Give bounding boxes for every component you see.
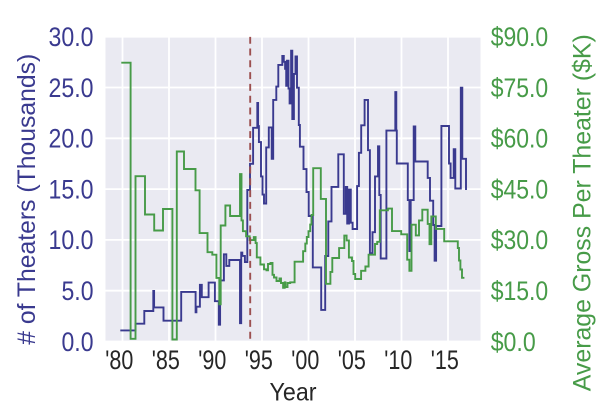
svg-text:'80: '80	[105, 345, 133, 375]
svg-text:$60.0: $60.0	[491, 124, 549, 154]
svg-text:$75.0: $75.0	[491, 73, 549, 103]
svg-text:$90.0: $90.0	[491, 22, 549, 52]
svg-text:'15: '15	[431, 345, 459, 375]
svg-text:'90: '90	[198, 345, 226, 375]
svg-text:$15.0: $15.0	[491, 276, 549, 306]
svg-text:30.0: 30.0	[49, 22, 94, 52]
svg-text:'00: '00	[291, 345, 319, 375]
svg-text:15.0: 15.0	[49, 174, 94, 204]
svg-text:$0.0: $0.0	[491, 327, 536, 357]
svg-text:'05: '05	[338, 345, 366, 375]
svg-text:'10: '10	[384, 345, 412, 375]
svg-text:Average Gross Per Theater ($K): Average Gross Per Theater ($K)	[568, 34, 596, 391]
svg-text:$45.0: $45.0	[491, 174, 549, 204]
svg-text:# of Theaters (Thousands): # of Theaters (Thousands)	[13, 54, 41, 345]
svg-text:25.0: 25.0	[49, 73, 94, 103]
svg-text:20.0: 20.0	[49, 124, 94, 154]
svg-text:'85: '85	[152, 345, 180, 375]
svg-text:'95: '95	[245, 345, 273, 375]
svg-text:0.0: 0.0	[62, 327, 94, 357]
svg-text:10.0: 10.0	[49, 225, 94, 255]
svg-text:5.0: 5.0	[62, 276, 94, 306]
svg-text:$30.0: $30.0	[491, 225, 549, 255]
svg-text:Year: Year	[270, 379, 317, 407]
